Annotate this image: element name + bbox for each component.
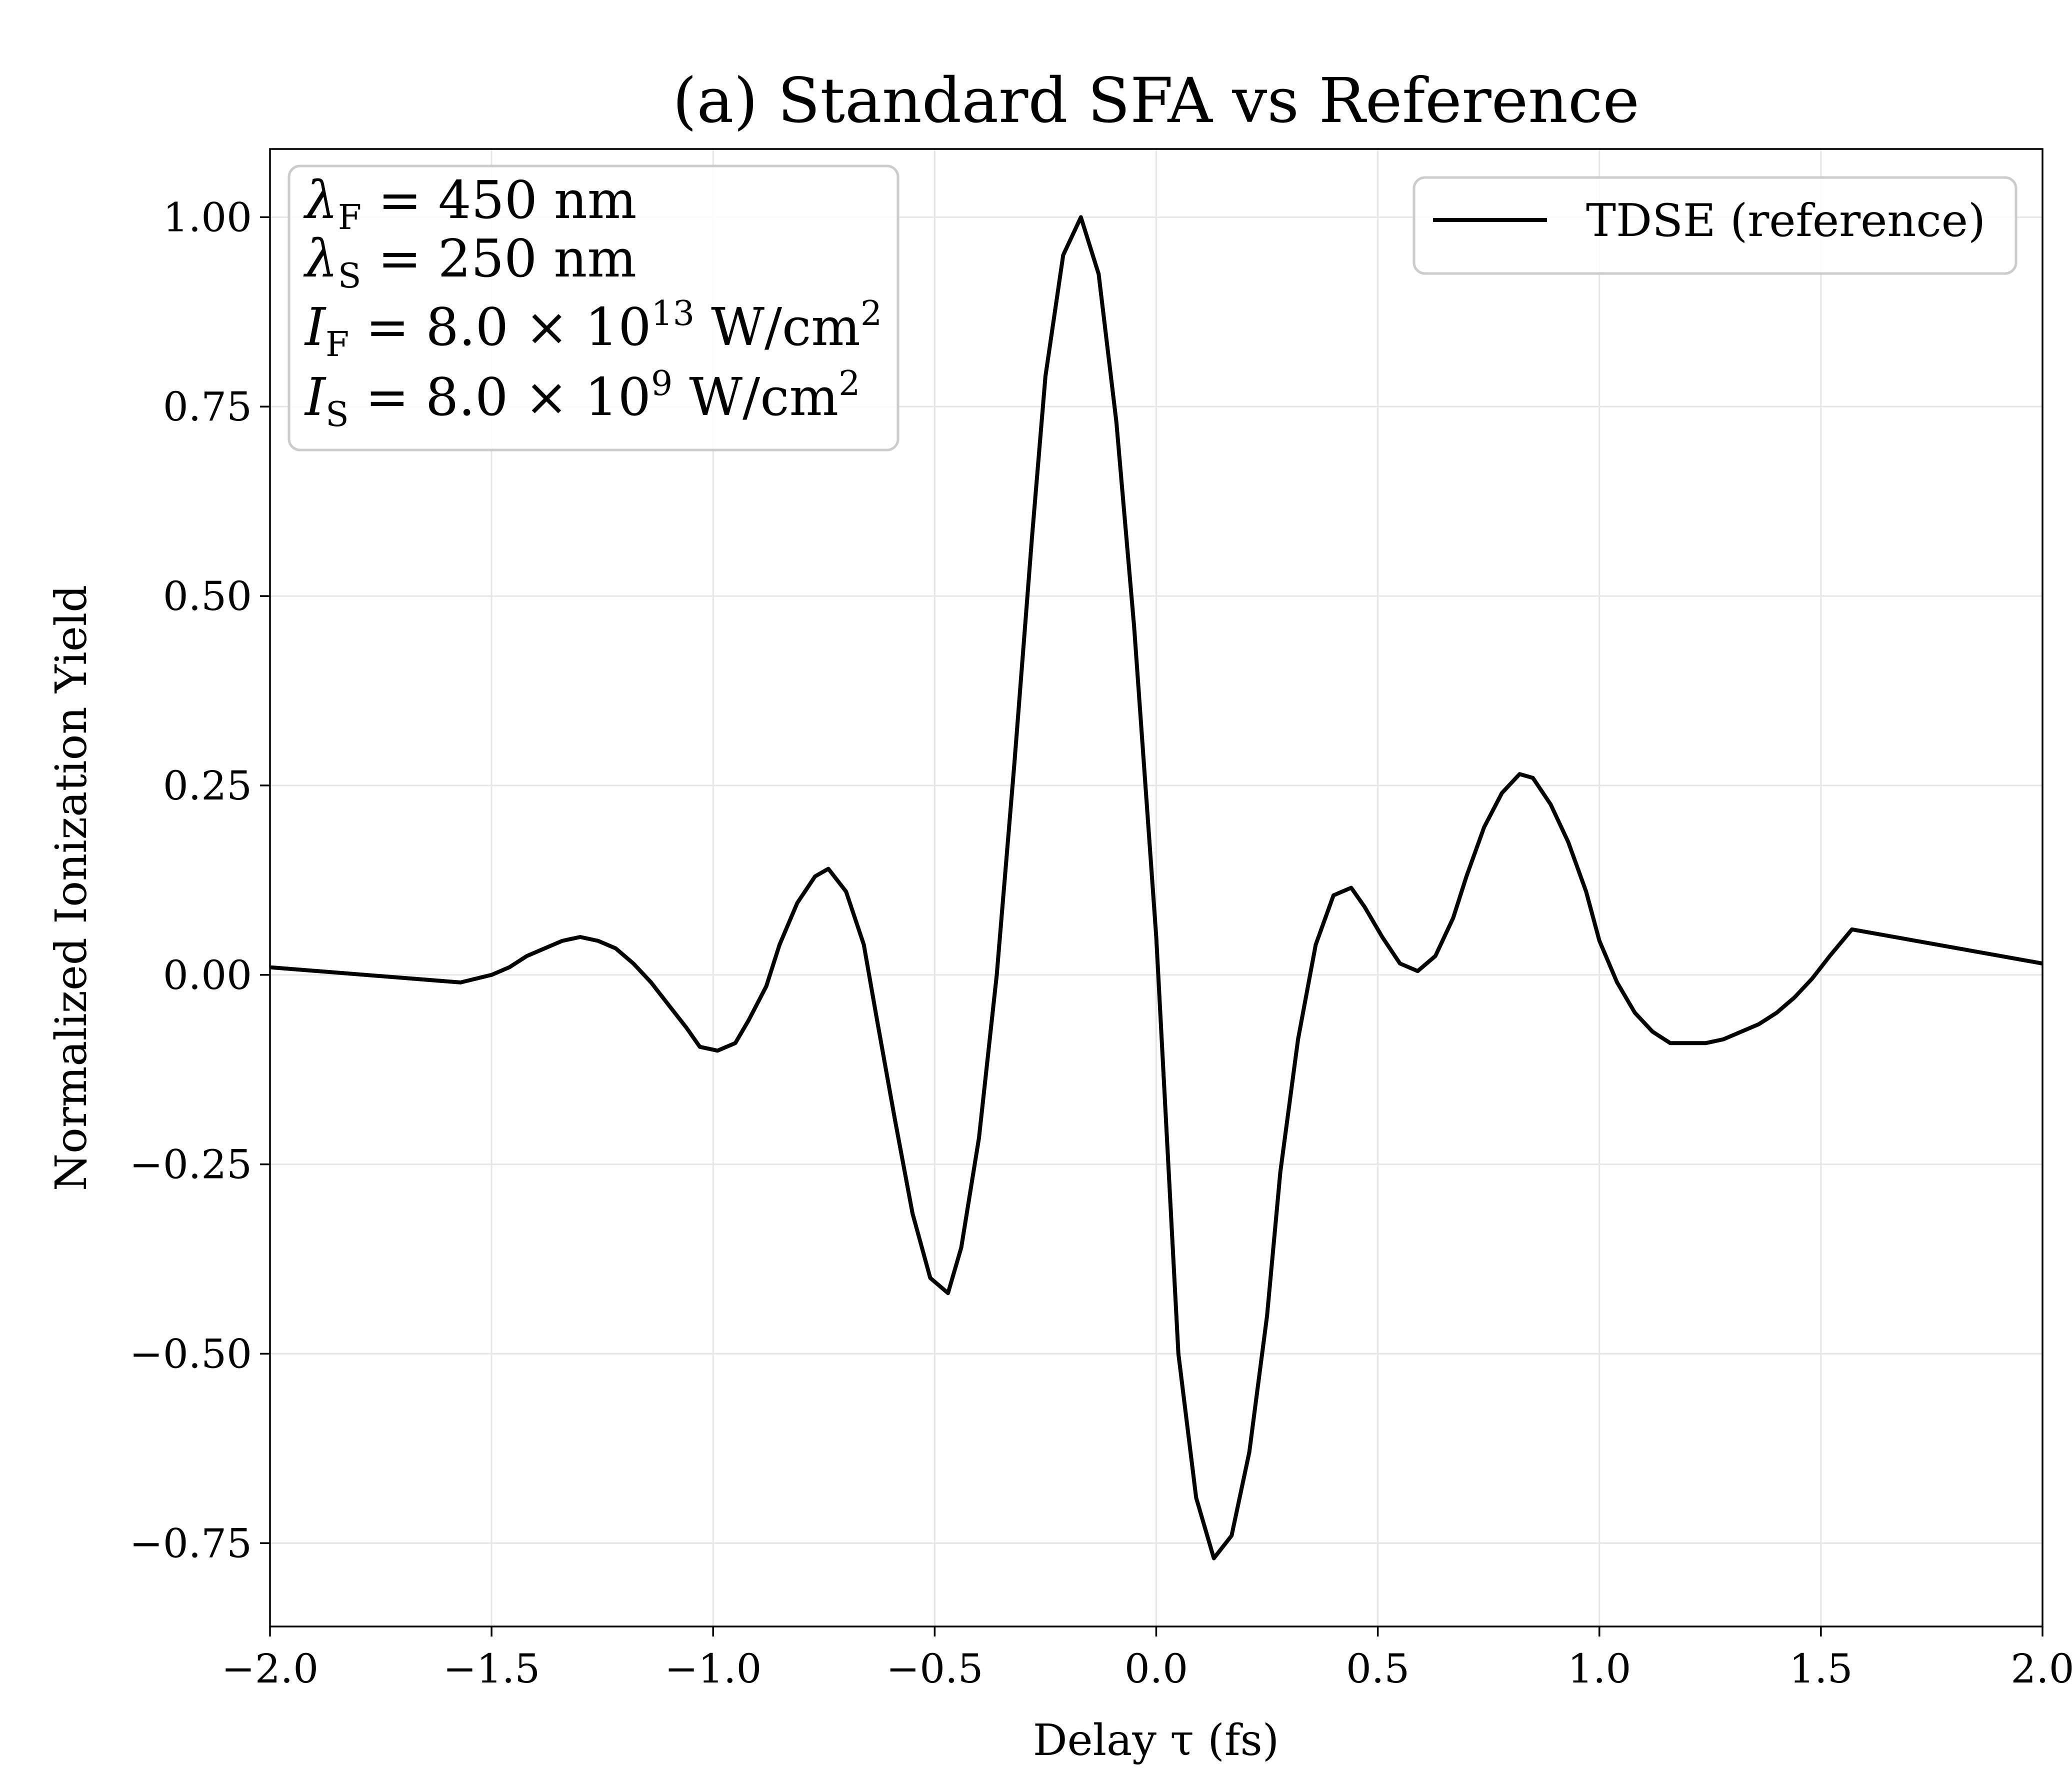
series-line-tdse xyxy=(270,215,2043,1560)
x-tick-label: 2.0 xyxy=(2010,1646,2072,1692)
y-tick-label: 0.00 xyxy=(163,952,252,998)
parameter-line: IS = 8.0 × 109 W/cm2 xyxy=(304,364,860,434)
y-tick-label: 0.75 xyxy=(163,384,252,430)
parameter-box-frame xyxy=(288,164,900,452)
x-tick-label: 1.5 xyxy=(1789,1646,1852,1692)
y-axis-ticks: −0.75 −0.50 −0.25 0.00 0.25 0.50 0.75 1.00 xyxy=(130,194,270,1566)
legend: TDSE (reference) xyxy=(1412,176,2018,275)
y-axis-label: Normalized Ionization Yield xyxy=(46,585,96,1192)
x-tick-label: −1.5 xyxy=(443,1646,540,1692)
legend-frame xyxy=(1412,176,2018,275)
y-tick-label: −0.75 xyxy=(130,1520,252,1566)
parameter-line: λS = 250 nm xyxy=(303,228,636,296)
parameter-line: λF = 450 nm xyxy=(303,170,637,238)
x-axis-label: Delay τ (fs) xyxy=(1033,1716,1280,1766)
x-tick-label: −0.5 xyxy=(886,1646,983,1692)
x-tick-label: 0.0 xyxy=(1124,1646,1188,1692)
y-tick-label: 0.25 xyxy=(163,762,252,809)
x-tick-label: 0.5 xyxy=(1346,1646,1410,1692)
y-tick-label: −0.25 xyxy=(130,1142,252,1188)
x-axis-ticks: −2.0 −1.5 −1.0 −0.5 0.0 0.5 1.0 1.5 2.0 xyxy=(222,1626,2072,1692)
y-tick-label: 1.00 xyxy=(163,194,252,240)
x-tick-label: 1.0 xyxy=(1568,1646,1631,1692)
y-tick-label: 0.50 xyxy=(163,573,252,620)
x-tick-label: −1.0 xyxy=(664,1646,762,1692)
x-tick-label: −2.0 xyxy=(222,1646,318,1692)
plot-lines xyxy=(270,215,2043,1560)
chart-title: (a) Standard SFA vs Reference xyxy=(672,65,1640,137)
parameter-line: IF = 8.0 × 1013 W/cm2 xyxy=(304,294,882,364)
y-tick-label: −0.50 xyxy=(130,1330,252,1377)
legend-label-tdse: TDSE (reference) xyxy=(1586,194,1986,247)
